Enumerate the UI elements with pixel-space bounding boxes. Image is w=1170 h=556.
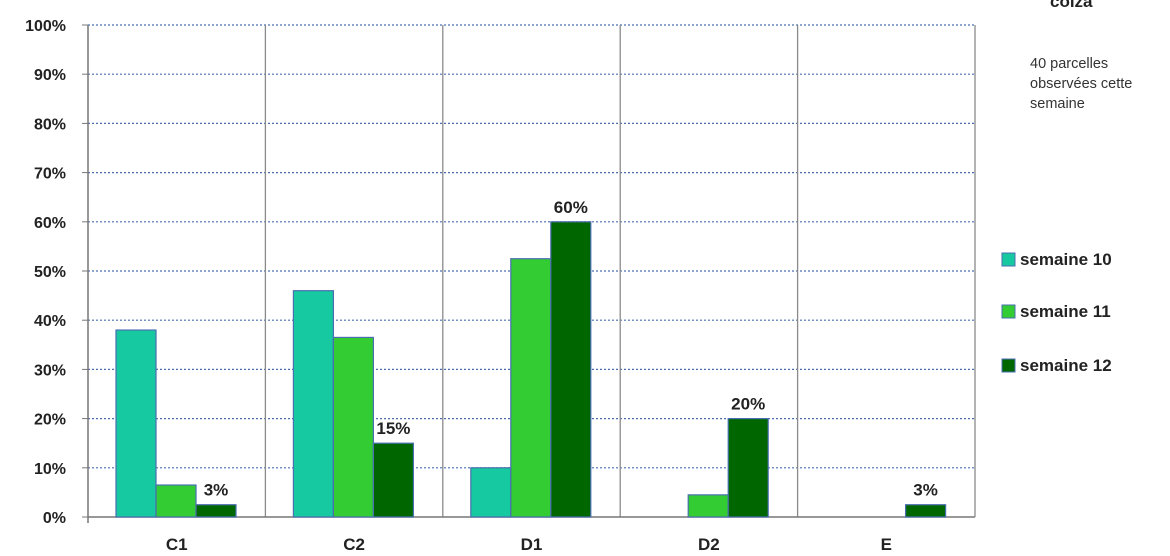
y-tick-label: 40% (34, 313, 66, 330)
x-category-label: E (881, 535, 892, 554)
bar-semaine-11-C1 (155, 484, 197, 518)
y-tick-label: 20% (34, 412, 66, 429)
x-category-label: C1 (166, 535, 188, 554)
y-tick-label: 0% (43, 510, 66, 527)
y-tick-label: 80% (34, 116, 66, 133)
bar-semaine-10-C2 (292, 290, 334, 518)
bar-semaine-11-C2 (332, 336, 374, 518)
data-label: 15% (376, 419, 410, 438)
y-tick-label: 50% (34, 264, 66, 281)
bar-semaine-11-D2 (687, 494, 729, 518)
y-tick-label: 60% (34, 215, 66, 232)
chart-side-title: colza (1050, 0, 1093, 11)
legend-swatch (1001, 358, 1016, 373)
y-tick-label: 100% (25, 18, 66, 35)
bar-semaine-12-D1 (550, 221, 592, 518)
legend-swatch (1001, 252, 1016, 267)
legend-swatch (1001, 304, 1016, 319)
observation-note: 40 parcelles observées cette semaine (1030, 56, 1133, 112)
legend-label: semaine 11 (1020, 302, 1111, 321)
legend-label: semaine 10 (1020, 250, 1112, 269)
bar-semaine-10-D1 (470, 467, 512, 518)
x-category-label: D2 (698, 535, 720, 554)
y-tick-label: 70% (34, 166, 66, 183)
bar-semaine-12-C1 (195, 504, 237, 518)
bar-semaine-12-E (904, 504, 947, 518)
y-tick-label: 90% (34, 67, 66, 84)
data-label: 3% (913, 481, 938, 500)
data-label: 3% (204, 481, 229, 500)
bar-semaine-10-C1 (115, 329, 157, 518)
bar-semaine-12-D2 (727, 418, 769, 518)
x-category-label: D1 (521, 535, 543, 554)
legend-label: semaine 12 (1020, 356, 1112, 375)
data-label: 20% (731, 395, 765, 414)
y-tick-label: 10% (34, 461, 66, 478)
bar-semaine-11-D1 (510, 258, 552, 518)
bar-semaine-12-C2 (372, 442, 414, 518)
y-tick-label: 30% (34, 362, 66, 379)
data-label: 60% (554, 198, 588, 217)
x-category-label: C2 (343, 535, 365, 554)
